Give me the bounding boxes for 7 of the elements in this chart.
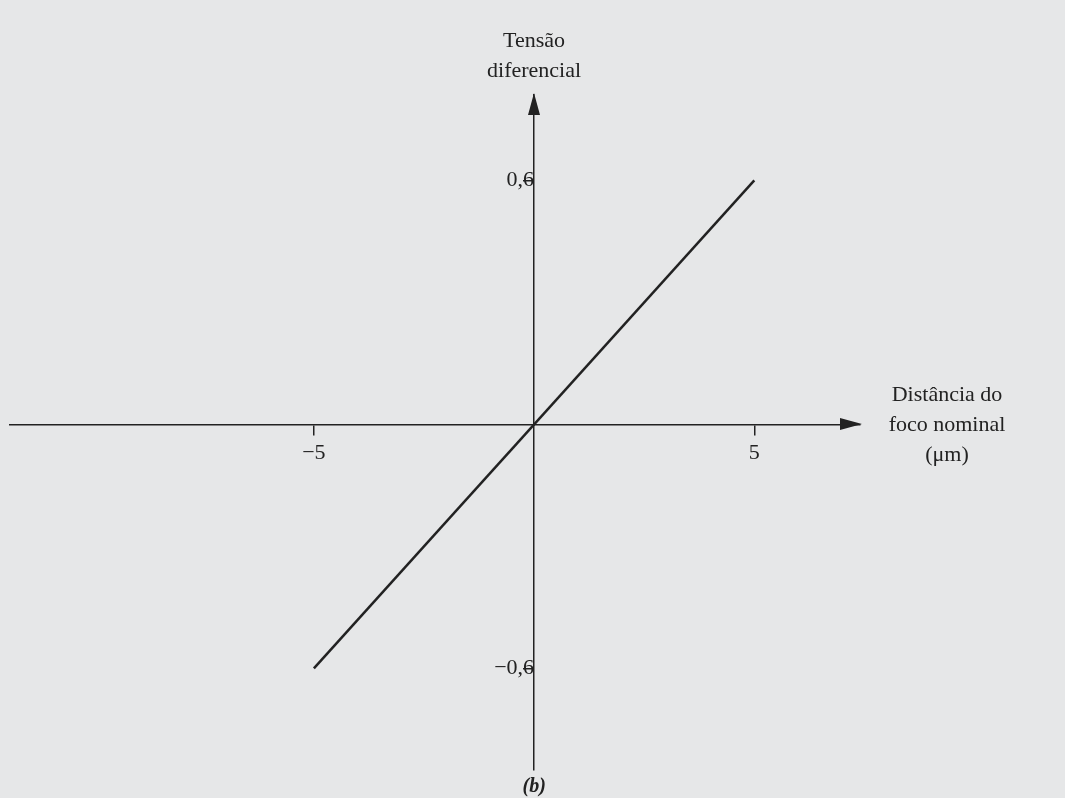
x-tick-label: −5 bbox=[302, 439, 326, 465]
text: (b) bbox=[522, 773, 546, 798]
y-tick-label: 0,6 bbox=[506, 166, 535, 192]
x-axis-title: Distância do foco nominal (μm) bbox=[887, 380, 1007, 469]
y-axis-title: Tensão diferencial bbox=[486, 26, 583, 84]
x-tick-label: 5 bbox=[748, 439, 760, 465]
y-tick-label: −0,6 bbox=[494, 654, 535, 680]
